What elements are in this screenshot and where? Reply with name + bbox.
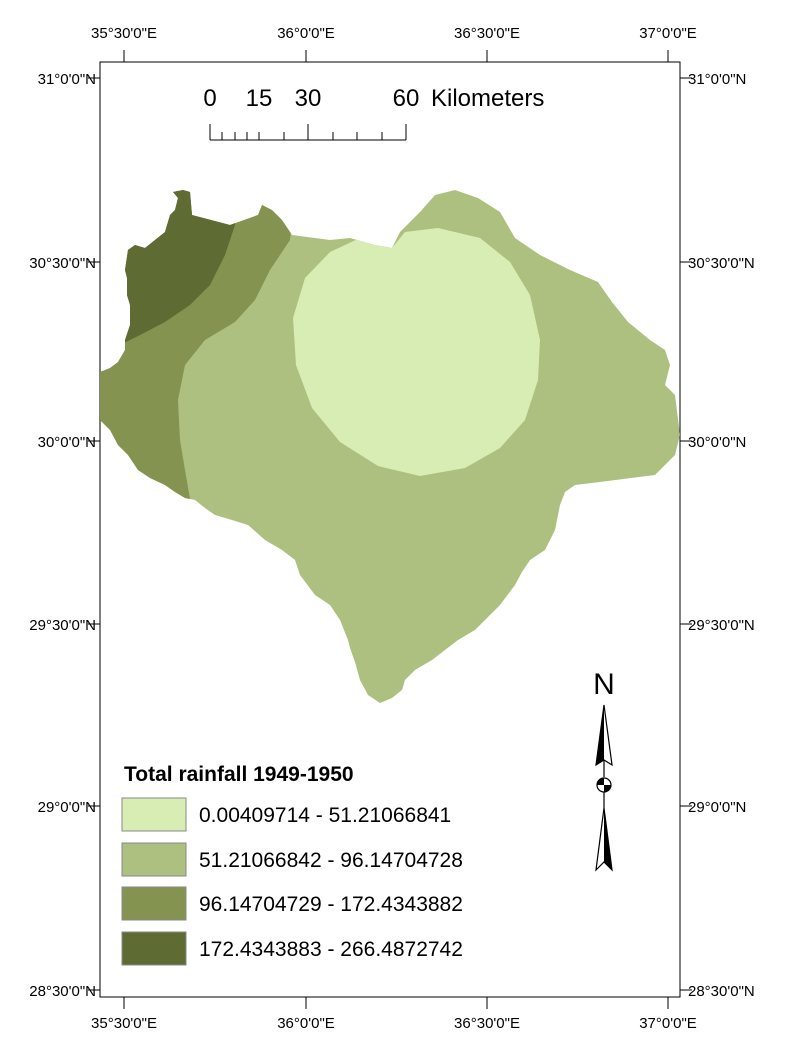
top-lon-label: 37°0'0"E bbox=[639, 25, 697, 42]
bottom-lon-label: 37°0'0"E bbox=[639, 1015, 697, 1032]
legend-swatch-2 bbox=[121, 842, 187, 877]
bottom-lon-label: 36°0'0"E bbox=[277, 1015, 335, 1032]
legend-title: Total rainfall 1949-1950 bbox=[124, 763, 354, 786]
left-lat-label: 29°30'0"N bbox=[29, 617, 96, 634]
legend-label: 96.14704729 - 172.4343882 bbox=[199, 893, 463, 916]
left-lat-label: 30°30'0"N bbox=[29, 255, 96, 272]
left-latitude-labels: 31°0'0"N 30°30'0"N 30°0'0"N 29°30'0"N 29… bbox=[29, 71, 96, 1000]
right-lat-label: 28°30'0"N bbox=[688, 983, 755, 1000]
top-longitude-labels: 35°30'0"E 36°0'0"E 36°30'0"E 37°0'0"E bbox=[91, 25, 697, 42]
north-arrow-head-fill bbox=[596, 705, 604, 765]
legend-label: 0.00409714 - 51.21066841 bbox=[199, 804, 451, 827]
legend-swatch-1 bbox=[121, 797, 187, 832]
top-lon-label: 36°30'0"E bbox=[454, 25, 520, 42]
scale-tick-label: 60 bbox=[393, 85, 420, 112]
north-arrow: N bbox=[593, 668, 615, 872]
right-lat-label: 30°0'0"N bbox=[688, 434, 746, 451]
left-lat-label: 31°0'0"N bbox=[38, 71, 96, 88]
right-lat-label: 29°30'0"N bbox=[688, 617, 755, 634]
scale-unit-label: Kilometers bbox=[431, 85, 544, 112]
left-lat-label: 29°0'0"N bbox=[38, 799, 96, 816]
legend-label: 172.4343883 - 266.4872742 bbox=[199, 938, 463, 961]
right-lat-label: 30°30'0"N bbox=[688, 255, 755, 272]
scale-bar: 0 15 30 60 Kilometers bbox=[203, 85, 544, 141]
bottom-lon-label: 35°30'0"E bbox=[91, 1015, 157, 1032]
scale-bar-ruler bbox=[209, 124, 407, 141]
scale-tick-label: 0 bbox=[203, 85, 216, 112]
top-lon-label: 35°30'0"E bbox=[91, 25, 157, 42]
top-lon-label: 36°0'0"E bbox=[277, 25, 335, 42]
left-lat-label: 30°0'0"N bbox=[38, 434, 96, 451]
right-lat-label: 31°0'0"N bbox=[688, 71, 746, 88]
zone-class-1 bbox=[293, 228, 540, 476]
legend: Total rainfall 1949-1950 0.00409714 - 51… bbox=[121, 763, 463, 966]
right-lat-label: 29°0'0"N bbox=[688, 799, 746, 816]
left-lat-label: 28°30'0"N bbox=[29, 983, 96, 1000]
legend-label: 51.21066842 - 96.14704728 bbox=[199, 849, 463, 872]
scale-tick-label: 30 bbox=[295, 85, 322, 112]
scale-tick-label: 15 bbox=[246, 85, 273, 112]
legend-swatch-4 bbox=[121, 931, 187, 966]
north-label: N bbox=[593, 668, 615, 701]
bottom-longitude-labels: 35°30'0"E 36°0'0"E 36°30'0"E 37°0'0"E bbox=[91, 1015, 697, 1032]
right-latitude-labels: 31°0'0"N 30°30'0"N 30°0'0"N 29°30'0"N 29… bbox=[688, 71, 755, 1000]
legend-swatch-3 bbox=[121, 886, 187, 921]
map-frame bbox=[99, 61, 681, 998]
frame-ticks bbox=[88, 50, 692, 1009]
bottom-lon-label: 36°30'0"E bbox=[454, 1015, 520, 1032]
study-area bbox=[100, 190, 680, 703]
